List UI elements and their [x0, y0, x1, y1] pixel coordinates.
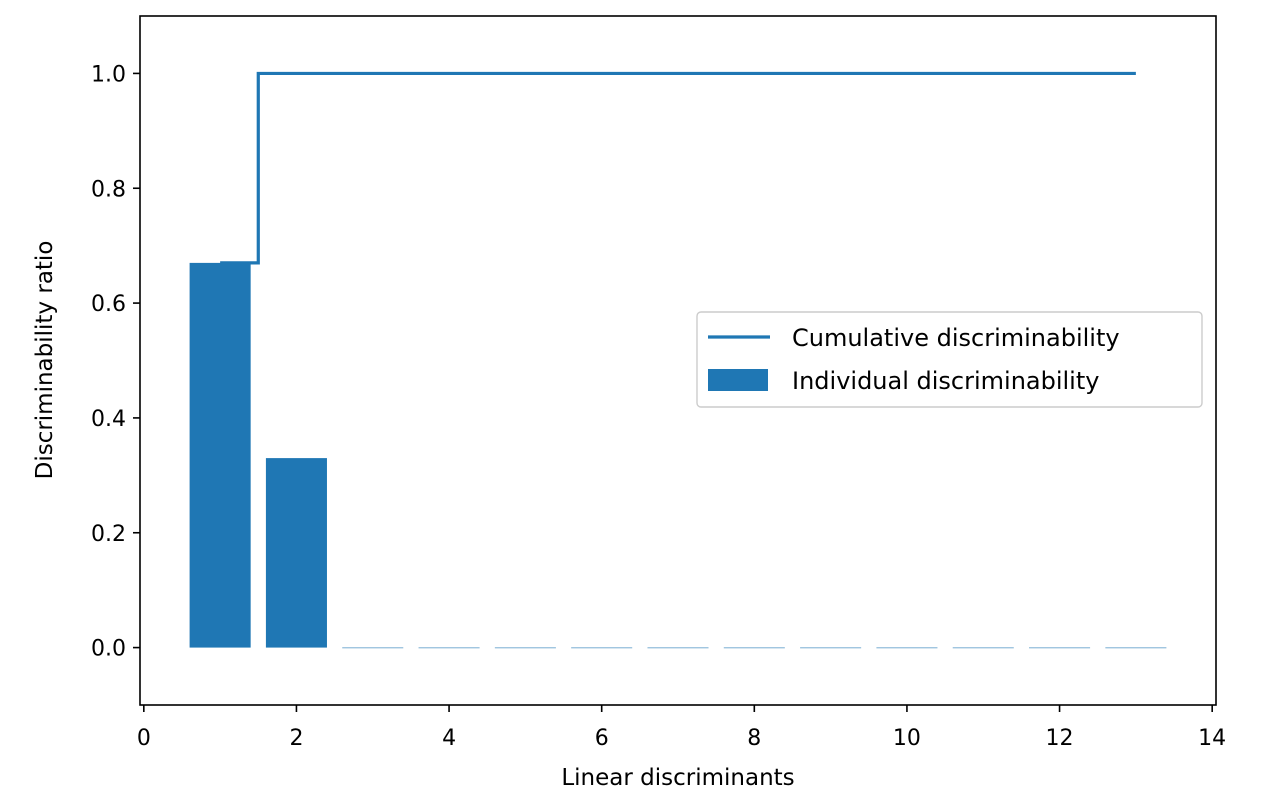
bar-individual: [1029, 647, 1091, 649]
y-tick-label: 1.0: [91, 62, 126, 87]
x-axis-label: Linear discriminants: [561, 765, 794, 791]
legend-label-cumulative: Cumulative discriminability: [792, 324, 1120, 352]
x-tick-label: 14: [1198, 726, 1226, 751]
legend-box: [696, 311, 1203, 408]
bar-individual: [800, 647, 862, 649]
legend-label-individual: Individual discriminability: [792, 367, 1099, 395]
bar-individual: [876, 647, 938, 649]
y-tick-label: 0.2: [91, 522, 126, 547]
x-tick-label: 0: [137, 726, 151, 751]
bar-individual: [494, 647, 556, 649]
x-tick-label: 12: [1046, 726, 1074, 751]
bar-individual: [189, 262, 251, 648]
bar-individual: [571, 647, 633, 649]
x-tick-label: 6: [595, 726, 609, 751]
bar-individual: [952, 647, 1014, 649]
x-tick-label: 8: [747, 726, 761, 751]
y-axis-label: Discriminability ratio: [32, 241, 58, 480]
cumulative-step-line: [220, 71, 1136, 265]
bar-individual: [647, 647, 709, 649]
legend: Cumulative discriminability Individual d…: [696, 311, 1203, 408]
bar-individual: [1105, 647, 1167, 649]
y-tick-label: 0.4: [91, 407, 126, 432]
x-tick-label: 2: [289, 726, 303, 751]
bar-individual: [342, 647, 404, 649]
y-tick-label: 0.0: [91, 637, 126, 662]
y-tick-label: 0.8: [91, 177, 126, 202]
bar-individual: [418, 647, 480, 649]
x-tick-label: 10: [893, 726, 921, 751]
bar-individual: [723, 647, 785, 649]
plot-frame: [139, 15, 1217, 706]
y-tick-label: 0.6: [91, 292, 126, 317]
legend-swatch-bar: [708, 369, 768, 391]
axis-ticks: 0 2 4 6 8 10 12 14 0.0 0.2 0.4 0.6 0.8 1.0: [91, 62, 1226, 751]
x-tick-label: 4: [442, 726, 456, 751]
bar-individual: [265, 458, 327, 648]
plot-marks: [189, 71, 1167, 649]
